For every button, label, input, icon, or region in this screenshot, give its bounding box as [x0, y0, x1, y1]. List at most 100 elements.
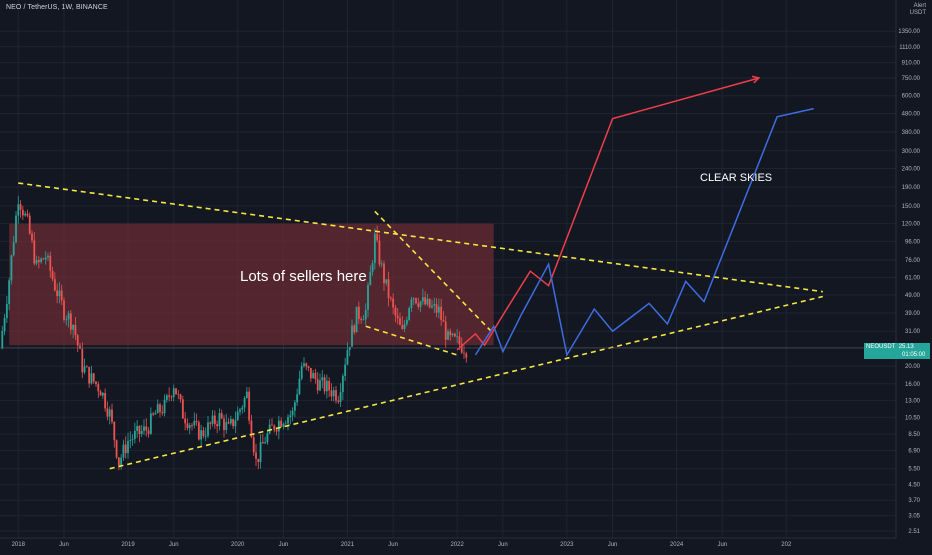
- candle-body: [35, 260, 38, 264]
- candle-body: [305, 363, 308, 367]
- candle-body: [376, 233, 379, 241]
- candle-body: [10, 255, 13, 281]
- candle-body: [337, 400, 340, 402]
- candle-body: [449, 331, 452, 336]
- candle-body: [76, 335, 79, 346]
- candle-body: [287, 416, 289, 424]
- candle-body: [447, 331, 449, 340]
- candle-body: [239, 409, 241, 412]
- candle-body: [101, 392, 104, 396]
- supply-zone-rect: [9, 223, 494, 346]
- candle-body: [403, 324, 406, 329]
- candle-body: [332, 390, 335, 397]
- candle-body: [440, 306, 443, 320]
- candle-body: [33, 240, 36, 264]
- candle-body: [63, 300, 65, 320]
- candle-body: [195, 420, 198, 423]
- candle-body: [353, 325, 356, 333]
- candle-body: [216, 424, 219, 427]
- candle-body: [362, 319, 365, 321]
- candle-body: [51, 270, 54, 280]
- candle-body: [351, 325, 353, 347]
- candle-body: [392, 298, 395, 308]
- x-tick-label: Jun: [169, 542, 179, 548]
- candle-body: [12, 242, 15, 256]
- candle-body: [58, 290, 61, 297]
- candle-body: [325, 380, 328, 392]
- x-tick-label: Jun: [608, 542, 618, 548]
- candle-body: [229, 419, 232, 424]
- candle-body: [193, 420, 196, 426]
- candle-body: [383, 263, 385, 284]
- candle-body: [399, 318, 401, 325]
- alert-label: Alert: [913, 3, 926, 9]
- y-tick-label: 600.00: [902, 94, 921, 100]
- y-tick-label: 76.00: [905, 258, 921, 264]
- candle-body: [188, 425, 191, 429]
- candle-body: [67, 313, 70, 320]
- candle-body: [136, 425, 139, 431]
- candle-body: [284, 423, 287, 425]
- candle-body: [408, 308, 411, 320]
- candle-body: [417, 303, 420, 307]
- candle-body: [69, 313, 72, 330]
- candle-body: [106, 408, 109, 417]
- candle-body: [19, 204, 22, 210]
- candle-body: [369, 271, 372, 286]
- candle-body: [5, 303, 8, 319]
- candle-body: [309, 367, 312, 379]
- currency-label[interactable]: Alert USDT: [910, 3, 926, 17]
- candle-body: [298, 378, 301, 395]
- candle-body: [15, 215, 17, 243]
- candle-body: [97, 384, 100, 392]
- candle-body: [213, 415, 216, 425]
- candle-body: [223, 418, 225, 430]
- candle-body: [433, 304, 436, 306]
- y-tick-label: 2.51: [908, 529, 920, 535]
- x-tick-label: 2018: [12, 542, 26, 548]
- candle-body: [186, 423, 189, 429]
- candle-body: [261, 442, 264, 444]
- candle-body: [138, 425, 141, 435]
- candle-body: [344, 364, 347, 376]
- candle-body: [378, 240, 381, 265]
- candle-body: [458, 336, 461, 345]
- candle-body: [28, 215, 31, 234]
- candle-body: [293, 402, 296, 411]
- candle-body: [330, 390, 333, 397]
- candle-body: [319, 380, 321, 391]
- candle-body: [143, 426, 145, 431]
- candle-body: [232, 419, 235, 427]
- candles: [1, 195, 468, 471]
- y-tick-label: 480.00: [902, 111, 921, 117]
- candle-body: [296, 394, 299, 403]
- candle-body: [197, 422, 200, 440]
- y-tick-label: 190.00: [902, 185, 921, 191]
- trendlines: [18, 182, 824, 470]
- candle-body: [367, 285, 369, 310]
- candle-body: [24, 213, 27, 216]
- candle-body: [431, 305, 433, 308]
- y-tick-label: 150.00: [902, 204, 921, 210]
- candle-body: [444, 321, 447, 340]
- candle-body: [175, 388, 177, 395]
- y-tick-label: 39.00: [905, 311, 921, 317]
- candle-body: [37, 260, 40, 263]
- candle-body: [133, 430, 136, 439]
- projection-arrowhead: [751, 75, 761, 84]
- candle-body: [307, 366, 310, 368]
- y-tick-label: 300.00: [902, 149, 921, 155]
- candle-body: [81, 348, 84, 373]
- candle-body: [463, 352, 465, 354]
- candle-body: [209, 422, 212, 424]
- candle-body: [122, 444, 125, 458]
- candle-body: [373, 233, 376, 264]
- candle-body: [88, 366, 91, 384]
- candle-body: [335, 390, 337, 401]
- candle-body: [401, 324, 404, 329]
- candle-body: [145, 426, 148, 431]
- candle-body: [127, 440, 129, 454]
- candle-body: [236, 411, 239, 421]
